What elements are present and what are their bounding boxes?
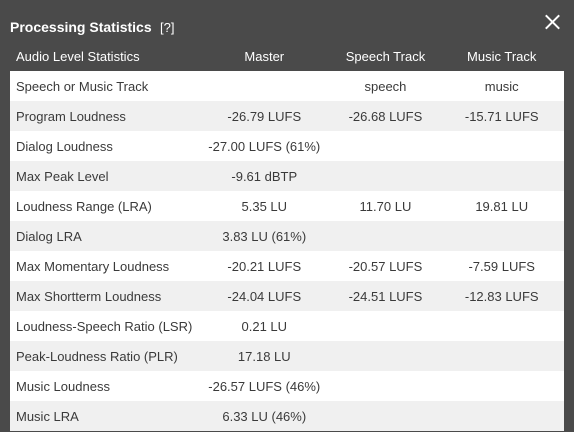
- music-track-value: [439, 161, 564, 191]
- master-value: [197, 71, 332, 101]
- row-label: Music Loudness: [10, 371, 198, 401]
- table-row: Music Loudness -26.57 LUFS (46%): [10, 371, 564, 401]
- master-value: 3.83 LU (61%): [197, 221, 332, 251]
- column-header-music-track: Music Track: [467, 49, 537, 64]
- music-track-value: [439, 401, 564, 431]
- music-track-value: -15.71 LUFS: [439, 101, 564, 131]
- speech-track-value: 11.70 LU: [331, 191, 440, 221]
- column-header-audio-level-statistics: Audio Level Statistics: [16, 49, 140, 64]
- statistics-table: Audio Level Statistics Master Speech Tra…: [10, 42, 564, 431]
- row-label: Speech or Music Track: [10, 71, 198, 101]
- column-header-speech-track: Speech Track: [345, 49, 426, 64]
- table-row: Loudness Range (LRA) 5.35 LU 11.70 LU 19…: [10, 191, 564, 221]
- table-row: Speech or Music Track speech music: [10, 71, 564, 101]
- speech-track-value: -24.51 LUFS: [331, 281, 440, 311]
- speech-track-value: -20.57 LUFS: [331, 251, 440, 281]
- master-value: 0.21 LU: [197, 311, 332, 341]
- table-row: Dialog LRA 3.83 LU (61%): [10, 221, 564, 251]
- table-row: Loudness-Speech Ratio (LSR) 0.21 LU: [10, 311, 564, 341]
- speech-track-value: [331, 371, 440, 401]
- speech-track-value: -26.68 LUFS: [331, 101, 440, 131]
- table-row: Program Loudness -26.79 LUFS -26.68 LUFS…: [10, 101, 564, 131]
- table-row: Max Momentary Loudness -20.21 LUFS -20.5…: [10, 251, 564, 281]
- music-track-value: 19.81 LU: [439, 191, 564, 221]
- speech-track-value: [331, 401, 440, 431]
- row-label: Peak-Loudness Ratio (PLR): [10, 341, 198, 371]
- speech-track-value: [331, 161, 440, 191]
- speech-track-value: [331, 221, 440, 251]
- master-value: -9.61 dBTP: [197, 161, 332, 191]
- speech-track-value: speech: [331, 71, 440, 101]
- table-row: Dialog Loudness -27.00 LUFS (61%): [10, 131, 564, 161]
- master-value: -26.79 LUFS: [197, 101, 332, 131]
- music-track-value: -7.59 LUFS: [439, 251, 564, 281]
- row-label: Max Momentary Loudness: [10, 251, 198, 281]
- row-label: Dialog LRA: [10, 221, 198, 251]
- music-track-value: [439, 371, 564, 401]
- speech-track-value: [331, 311, 440, 341]
- master-value: 17.18 LU: [197, 341, 332, 371]
- row-label: Dialog Loudness: [10, 131, 198, 161]
- master-value: 5.35 LU: [197, 191, 332, 221]
- table-row: Music LRA 6.33 LU (46%): [10, 401, 564, 431]
- speech-track-value: [331, 341, 440, 371]
- row-label: Program Loudness: [10, 101, 198, 131]
- music-track-value: [439, 221, 564, 251]
- master-value: -27.00 LUFS (61%): [197, 131, 332, 161]
- row-label: Loudness Range (LRA): [10, 191, 198, 221]
- row-label: Music LRA: [10, 401, 198, 431]
- close-icon[interactable]: [542, 12, 562, 32]
- music-track-value: [439, 311, 564, 341]
- dialog-title: Processing Statistics: [10, 19, 152, 35]
- music-track-value: -12.83 LUFS: [439, 281, 564, 311]
- master-value: -24.04 LUFS: [197, 281, 332, 311]
- table-row: Max Shortterm Loudness -24.04 LUFS -24.5…: [10, 281, 564, 311]
- speech-track-value: [331, 131, 440, 161]
- row-label: Max Peak Level: [10, 161, 198, 191]
- column-header-master: Master: [244, 49, 285, 64]
- dialog-titlebar: Processing Statistics [?]: [0, 0, 574, 42]
- row-label: Loudness-Speech Ratio (LSR): [10, 311, 198, 341]
- master-value: -20.21 LUFS: [197, 251, 332, 281]
- help-link[interactable]: [?]: [160, 20, 175, 35]
- row-label: Max Shortterm Loudness: [10, 281, 198, 311]
- table-header-row: Audio Level Statistics Master Speech Tra…: [10, 42, 564, 71]
- music-track-value: [439, 341, 564, 371]
- music-track-value: [439, 131, 564, 161]
- table-row: Peak-Loudness Ratio (PLR) 17.18 LU: [10, 341, 564, 371]
- table-row: Max Peak Level -9.61 dBTP: [10, 161, 564, 191]
- master-value: 6.33 LU (46%): [197, 401, 332, 431]
- master-value: -26.57 LUFS (46%): [197, 371, 332, 401]
- music-track-value: music: [439, 71, 564, 101]
